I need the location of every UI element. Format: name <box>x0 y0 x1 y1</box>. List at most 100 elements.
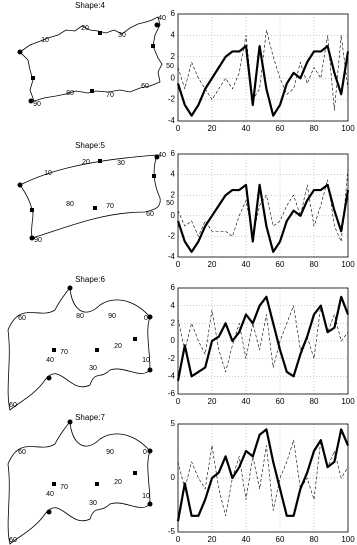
x-tick-label: 80 <box>310 397 319 406</box>
point-label: 50 <box>166 63 174 70</box>
point-label: 70 <box>60 484 68 491</box>
x-tick-label: 60 <box>276 260 285 269</box>
point-label: 20 <box>82 159 90 166</box>
x-tick-label: 80 <box>310 124 319 133</box>
y-tick-label: 4 <box>171 301 176 310</box>
y-tick-label: 0 <box>171 73 176 82</box>
point-label: 90 <box>33 101 41 108</box>
point-label: 90 <box>108 313 116 320</box>
x-tick-label: 20 <box>208 397 217 406</box>
y-tick-label: 5 <box>171 419 176 428</box>
shape-outline <box>7 285 153 411</box>
x-tick-label: 0 <box>176 397 181 406</box>
line-series <box>177 169 349 242</box>
y-tick-label: 0 <box>171 336 176 345</box>
x-tick-label: 0 <box>176 535 181 544</box>
point-label: 30 <box>118 32 126 39</box>
x-tick-label: 0 <box>176 260 181 269</box>
shape-outline <box>17 16 163 104</box>
y-tick-label: 4 <box>171 31 176 40</box>
plot-frame <box>177 287 349 395</box>
point-label: 90 <box>34 237 42 244</box>
line-series <box>176 183 350 253</box>
point-label: 40 <box>46 357 54 364</box>
y-tick-label: 2 <box>171 190 176 199</box>
x-tick-label: 40 <box>242 397 251 406</box>
point-label: 60 <box>18 449 26 456</box>
point-label: 70 <box>106 203 114 210</box>
x-tick-label: 40 <box>242 260 251 269</box>
y-tick-label: -2 <box>168 232 176 241</box>
y-tick-label: 2 <box>171 52 176 61</box>
line-series <box>176 45 350 117</box>
point-label: 60 <box>9 402 17 409</box>
point-label: 60 <box>18 315 26 322</box>
point-label: 60 <box>9 537 17 544</box>
x-tick-label: 0 <box>176 124 181 133</box>
point-label: 0 <box>144 315 148 322</box>
y-tick-label: -5 <box>168 527 176 536</box>
y-tick-label: -2 <box>168 354 176 363</box>
y-tick-label: 6 <box>171 283 176 292</box>
shape-title: Shape:7 <box>75 413 105 422</box>
x-tick-label: 40 <box>242 124 251 133</box>
x-tick-label: 100 <box>341 260 355 269</box>
x-tick-label: 60 <box>276 397 285 406</box>
plot-frame <box>177 423 349 533</box>
point-label: 30 <box>117 160 125 167</box>
point-label: 80 <box>66 90 74 97</box>
point-label: 10 <box>44 170 52 177</box>
y-tick-label: 4 <box>171 170 176 179</box>
point-label: 40 <box>46 491 54 498</box>
y-tick-label: -2 <box>168 95 176 104</box>
point-label: 30 <box>89 365 97 372</box>
point-label: 10 <box>142 357 150 364</box>
x-tick-label: 40 <box>242 535 251 544</box>
plot-frame <box>177 153 349 258</box>
point-label: 10 <box>41 37 49 44</box>
y-tick-label: 0 <box>171 211 176 220</box>
y-tick-label: -4 <box>168 116 176 125</box>
shape-title: Shape:6 <box>75 275 105 284</box>
line-series <box>177 305 349 373</box>
shape-outline <box>7 419 153 545</box>
point-label: 80 <box>66 201 74 208</box>
x-tick-label: 80 <box>310 535 319 544</box>
y-tick-label: -6 <box>168 389 176 398</box>
point-label: 90 <box>106 449 114 456</box>
point-label: 20 <box>114 479 122 486</box>
x-tick-label: 100 <box>341 397 355 406</box>
point-label: 50 <box>166 200 174 207</box>
y-tick-label: 2 <box>171 318 176 327</box>
shape-title: Shape:5 <box>75 141 105 150</box>
point-label: 20 <box>114 343 122 350</box>
point-label: 40 <box>158 152 166 159</box>
y-tick-label: 0 <box>171 473 176 482</box>
point-label: 40 <box>158 15 166 22</box>
point-label: 0 <box>143 449 147 456</box>
x-tick-label: 20 <box>208 124 217 133</box>
y-tick-label: 6 <box>171 149 176 158</box>
line-series <box>177 29 349 111</box>
line-series <box>176 428 350 522</box>
shape-title: Shape:4 <box>75 1 105 10</box>
x-tick-label: 20 <box>208 535 217 544</box>
point-label: 20 <box>81 25 89 32</box>
x-tick-label: 80 <box>310 260 319 269</box>
shape-outline <box>17 154 161 241</box>
x-tick-label: 100 <box>341 124 355 133</box>
x-tick-label: 60 <box>276 124 285 133</box>
x-tick-label: 100 <box>341 535 355 544</box>
point-label: 80 <box>76 313 84 320</box>
y-tick-label: -4 <box>168 371 176 380</box>
point-label: 10 <box>142 493 150 500</box>
x-tick-label: 60 <box>276 535 285 544</box>
point-label: 30 <box>89 500 97 507</box>
y-tick-label: 6 <box>171 9 176 18</box>
line-series <box>176 295 350 381</box>
x-tick-label: 20 <box>208 260 217 269</box>
point-label: 70 <box>106 92 114 99</box>
y-tick-label: -4 <box>168 252 176 261</box>
